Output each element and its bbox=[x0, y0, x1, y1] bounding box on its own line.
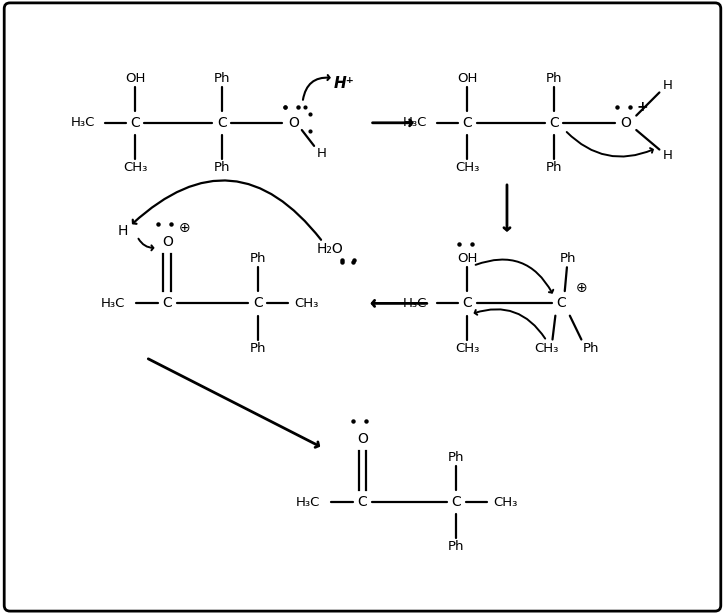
Text: CH₃: CH₃ bbox=[493, 495, 518, 508]
Text: Ph: Ph bbox=[583, 341, 600, 355]
Text: CH₃: CH₃ bbox=[534, 341, 559, 355]
Text: Ph: Ph bbox=[249, 252, 266, 265]
Text: CH₃: CH₃ bbox=[123, 161, 147, 174]
Text: +: + bbox=[637, 100, 648, 114]
Text: H₃C: H₃C bbox=[403, 297, 428, 310]
Text: H: H bbox=[663, 79, 673, 91]
Text: Ph: Ph bbox=[213, 161, 230, 174]
Text: CH₃: CH₃ bbox=[294, 297, 319, 310]
Text: H: H bbox=[117, 224, 128, 238]
Text: C: C bbox=[217, 116, 226, 130]
Text: O: O bbox=[162, 235, 173, 249]
Text: Ph: Ph bbox=[560, 252, 576, 265]
Text: ⊕: ⊕ bbox=[179, 220, 191, 235]
Text: Ph: Ph bbox=[546, 71, 562, 85]
Text: H₃C: H₃C bbox=[403, 116, 428, 130]
Text: O: O bbox=[621, 116, 631, 130]
Text: H: H bbox=[316, 147, 326, 160]
Text: Ph: Ph bbox=[546, 161, 562, 174]
Text: O: O bbox=[289, 116, 299, 130]
Text: H: H bbox=[663, 149, 673, 162]
Text: C: C bbox=[556, 297, 566, 311]
Text: CH₃: CH₃ bbox=[455, 341, 479, 355]
Text: Ph: Ph bbox=[213, 71, 230, 85]
Text: C: C bbox=[162, 297, 173, 311]
Text: H₂O: H₂O bbox=[317, 242, 344, 256]
Text: Ph: Ph bbox=[448, 540, 465, 553]
Text: CH₃: CH₃ bbox=[455, 161, 479, 174]
Text: C: C bbox=[357, 495, 368, 509]
Text: H₃C: H₃C bbox=[296, 495, 320, 508]
Text: OH: OH bbox=[125, 71, 145, 85]
Text: ⊕: ⊕ bbox=[576, 281, 587, 295]
Text: H₃C: H₃C bbox=[101, 297, 125, 310]
Text: OH: OH bbox=[457, 71, 478, 85]
Text: C: C bbox=[463, 116, 472, 130]
Text: H⁺: H⁺ bbox=[334, 76, 355, 91]
Text: C: C bbox=[130, 116, 140, 130]
Text: O: O bbox=[357, 432, 368, 446]
Text: Ph: Ph bbox=[448, 451, 465, 464]
Text: C: C bbox=[549, 116, 559, 130]
Text: C: C bbox=[463, 297, 472, 311]
Text: H₃C: H₃C bbox=[71, 116, 95, 130]
Text: C: C bbox=[253, 297, 262, 311]
Text: OH: OH bbox=[457, 252, 478, 265]
Text: C: C bbox=[452, 495, 461, 509]
FancyBboxPatch shape bbox=[4, 3, 721, 611]
Text: Ph: Ph bbox=[249, 341, 266, 355]
